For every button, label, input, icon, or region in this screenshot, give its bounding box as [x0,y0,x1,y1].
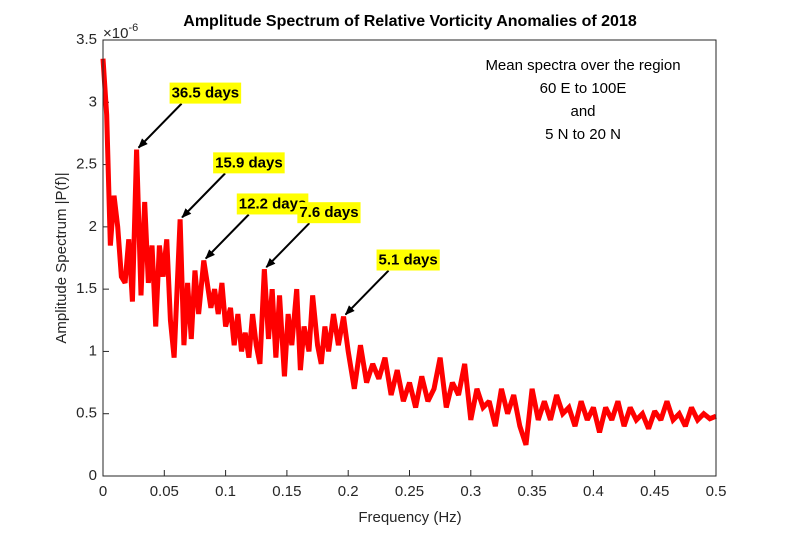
x-tick-label: 0.35 [517,483,546,500]
x-tick-label: 0.1 [215,483,236,500]
y-tick-label: 3.5 [76,31,97,48]
annotation-background [213,152,285,174]
x-tick-label: 0.2 [338,483,359,500]
annotation-background [297,202,361,224]
text-box-line: and [570,103,595,120]
annotation-label: 36.5 days [172,85,240,102]
y-tick-label: 0 [89,467,97,484]
y-multiplier-exponent: -6 [128,22,138,34]
x-tick-label: 0.3 [460,483,481,500]
spectrum-line [100,58,717,446]
x-axis-label: Frequency (Hz) [358,509,461,526]
annotation-arrow [181,172,226,219]
annotation-arrow [205,213,250,260]
annotation-background [169,82,242,104]
y-multiplier-base: ×10 [103,25,128,42]
x-tick-label: 0.4 [583,483,604,500]
annotation-arrow [344,269,390,316]
chart-title: Amplitude Spectrum of Relative Vorticity… [183,13,637,30]
y-tick-label: 1 [89,342,97,359]
annotation-arrow [137,102,183,149]
annotation-label: 15.9 days [215,154,283,171]
y-axis-label: Amplitude Spectrum |P(f)| [53,172,70,343]
annotation-label: 5.1 days [379,252,438,269]
x-tick-label: 0.5 [706,483,727,500]
x-tick-label: 0 [99,483,107,500]
annotation-background [236,193,309,215]
text-box-line: 5 N to 20 N [545,126,621,143]
annotation-arrow [265,222,311,268]
y-tick-label: 2 [89,218,97,235]
annotation-label: 7.6 days [299,204,358,221]
x-tick-label: 0.05 [150,483,179,500]
y-tick-label: 0.5 [76,405,97,422]
text-box-line: 60 E to 100E [540,80,627,97]
x-tick-label: 0.25 [395,483,424,500]
y-multiplier: ×10-6 [103,22,138,42]
y-tick-label: 2.5 [76,156,97,173]
text-box-line: Mean spectra over the region [485,57,680,74]
annotation-label: 12.2 days [239,195,307,212]
annotation-background [376,249,440,271]
plot-frame [102,39,717,477]
y-tick-label: 3 [89,93,97,110]
x-tick-label: 0.15 [272,483,301,500]
x-tick-label: 0.45 [640,483,669,500]
y-tick-label: 1.5 [76,280,97,297]
